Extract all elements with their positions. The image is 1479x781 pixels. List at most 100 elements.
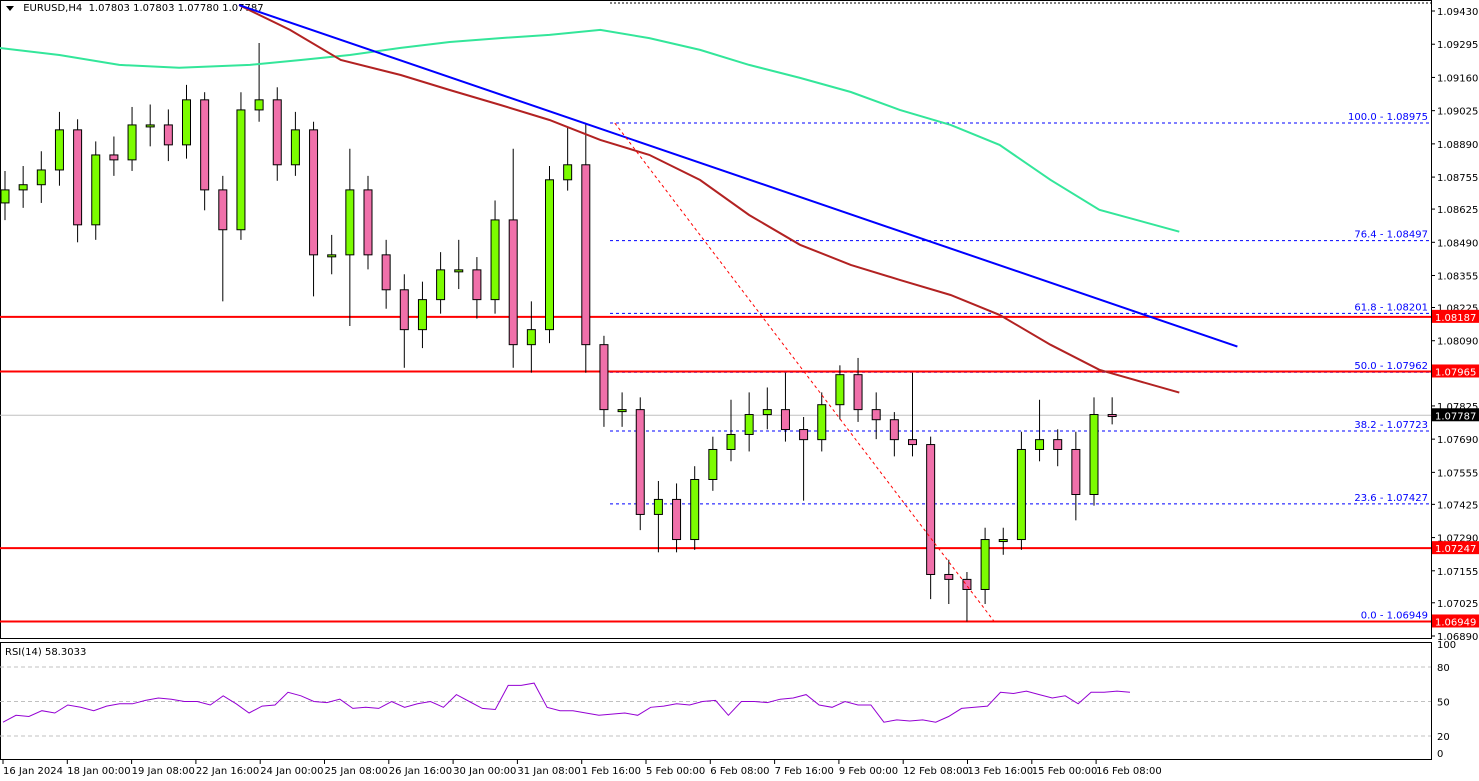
- price-tick-label: 1.07555: [1437, 468, 1478, 479]
- rsi-tick-label: 80: [1437, 663, 1450, 674]
- bullish-candle: [54, 129, 64, 171]
- rsi-label: RSI(14) 58.3033: [5, 647, 87, 658]
- bullish-candle: [545, 179, 554, 331]
- bullish-candle: [726, 433, 736, 450]
- bullish-candle: [436, 269, 446, 301]
- bearish-candle: [381, 254, 391, 291]
- last-price-badge: [1432, 408, 1479, 422]
- dropdown-triangle-icon[interactable]: [6, 5, 14, 11]
- last-price-badge-label: 1.07787: [1435, 411, 1476, 422]
- bullish-candle: [0, 189, 10, 204]
- fib-level-label: 76.4 - 1.08497: [1354, 230, 1428, 241]
- bullish-candle: [236, 109, 246, 231]
- price-tick-label: 1.07290: [1437, 534, 1478, 545]
- time-tick-label: 25 Jan 08:00: [325, 766, 388, 777]
- time-tick-label: 16 Feb 08:00: [1096, 766, 1162, 777]
- price-tick-label: 1.07825: [1437, 402, 1478, 413]
- rsi-tick-label: 0: [1437, 749, 1443, 760]
- fast-moving-average-line: [238, 4, 1180, 394]
- bullish-candle: [653, 498, 663, 515]
- rsi-line: [2, 682, 1131, 723]
- price-tick-label: 1.08890: [1437, 140, 1478, 151]
- bullish-candle: [345, 189, 355, 256]
- price-tick-label: 1.07155: [1437, 567, 1478, 578]
- bullish-candle: [417, 299, 427, 331]
- price-tick-label: 1.09295: [1437, 40, 1478, 51]
- bullish-candle: [490, 219, 500, 301]
- chart-header: EURUSD,H4 1.07803 1.07803 1.07780 1.0778…: [6, 3, 264, 14]
- price-tick-label: 1.07690: [1437, 435, 1478, 446]
- fib-level-label: 38.2 - 1.07723: [1354, 420, 1428, 431]
- bullish-candle: [327, 254, 337, 258]
- time-tick-label: 31 Jan 08:00: [517, 766, 580, 777]
- bearish-candle: [399, 289, 409, 331]
- close-value: 1.07787: [222, 3, 264, 14]
- bearish-candle: [962, 578, 972, 590]
- bearish-candle: [908, 439, 917, 446]
- bullish-candle: [708, 448, 718, 480]
- time-tick-label: 5 Feb 00:00: [646, 766, 705, 777]
- fib-level-label: 61.8 - 1.08201: [1354, 302, 1428, 313]
- bearish-candle: [1071, 448, 1081, 496]
- level-price-badge-label: 1.06949: [1435, 617, 1476, 628]
- bearish-candle: [1107, 414, 1117, 418]
- high-value: 1.07803: [133, 3, 175, 14]
- rsi-tick-label: 50: [1437, 698, 1450, 709]
- bearish-trendline: [238, 4, 1238, 348]
- time-tick-label: 24 Jan 00:00: [260, 766, 323, 777]
- price-tick-label: 1.08090: [1437, 337, 1478, 348]
- bearish-candle: [871, 409, 881, 421]
- rsi-tick-label: 100: [1437, 640, 1456, 651]
- level-price-badge: [1432, 309, 1479, 323]
- bullish-candle: [817, 404, 827, 441]
- level-price-badge: [1432, 364, 1479, 378]
- price-tick-label: 1.09430: [1437, 7, 1478, 18]
- time-tick-label: 12 Feb 08:00: [903, 766, 969, 777]
- time-tick-label: 15 Feb 00:00: [1032, 766, 1098, 777]
- bearish-candle: [635, 409, 645, 515]
- bullish-candle: [127, 124, 137, 161]
- rsi-tick-label: 20: [1437, 732, 1450, 743]
- bullish-candle: [254, 99, 264, 111]
- bearish-candle: [853, 374, 863, 411]
- symbol-label: EURUSD,H4: [23, 3, 83, 14]
- time-tick-label: 19 Jan 08:00: [132, 766, 195, 777]
- price-tick-label: 1.08755: [1437, 173, 1478, 184]
- bullish-candle: [18, 184, 28, 191]
- bullish-candle: [1035, 439, 1045, 450]
- price-tick-label: 1.08225: [1437, 304, 1478, 315]
- bearish-candle: [889, 419, 899, 441]
- bearish-candle: [309, 129, 319, 256]
- price-tick-label: 1.08490: [1437, 238, 1478, 249]
- bearish-candle: [218, 189, 228, 231]
- time-tick-label: 9 Feb 00:00: [839, 766, 898, 777]
- bullish-candle: [290, 129, 300, 166]
- bearish-candle: [472, 269, 482, 301]
- bearish-candle: [944, 573, 954, 580]
- bearish-candle: [109, 154, 119, 161]
- bearish-candle: [272, 99, 282, 166]
- time-tick-label: 7 Feb 16:00: [775, 766, 834, 777]
- level-price-badge-label: 1.08187: [1435, 313, 1476, 324]
- bullish-candle: [835, 374, 845, 406]
- fib-level-label: 0.0 - 1.06949: [1361, 610, 1428, 621]
- bullish-candle: [690, 478, 700, 541]
- bearish-candle: [1053, 439, 1063, 450]
- price-tick-label: 1.09160: [1437, 73, 1478, 84]
- bullish-candle: [563, 164, 573, 181]
- price-tick-label: 1.07425: [1437, 500, 1478, 511]
- bearish-candle: [363, 189, 373, 256]
- price-tick-label: 1.06890: [1437, 632, 1478, 643]
- level-price-badge: [1432, 614, 1479, 628]
- level-price-badge-label: 1.07247: [1435, 544, 1476, 555]
- fib-level-label: 23.6 - 1.07427: [1354, 493, 1428, 504]
- time-tick-label: 16 Jan 2024: [3, 766, 63, 777]
- price-tick-label: 1.08355: [1437, 272, 1478, 283]
- fib-swing-dotted-line: [614, 122, 995, 622]
- time-tick-label: 1 Feb 16:00: [582, 766, 641, 777]
- bullish-candle: [980, 539, 990, 590]
- bullish-candle: [1016, 448, 1026, 541]
- bearish-candle: [73, 129, 83, 226]
- time-tick-label: 13 Feb 16:00: [968, 766, 1034, 777]
